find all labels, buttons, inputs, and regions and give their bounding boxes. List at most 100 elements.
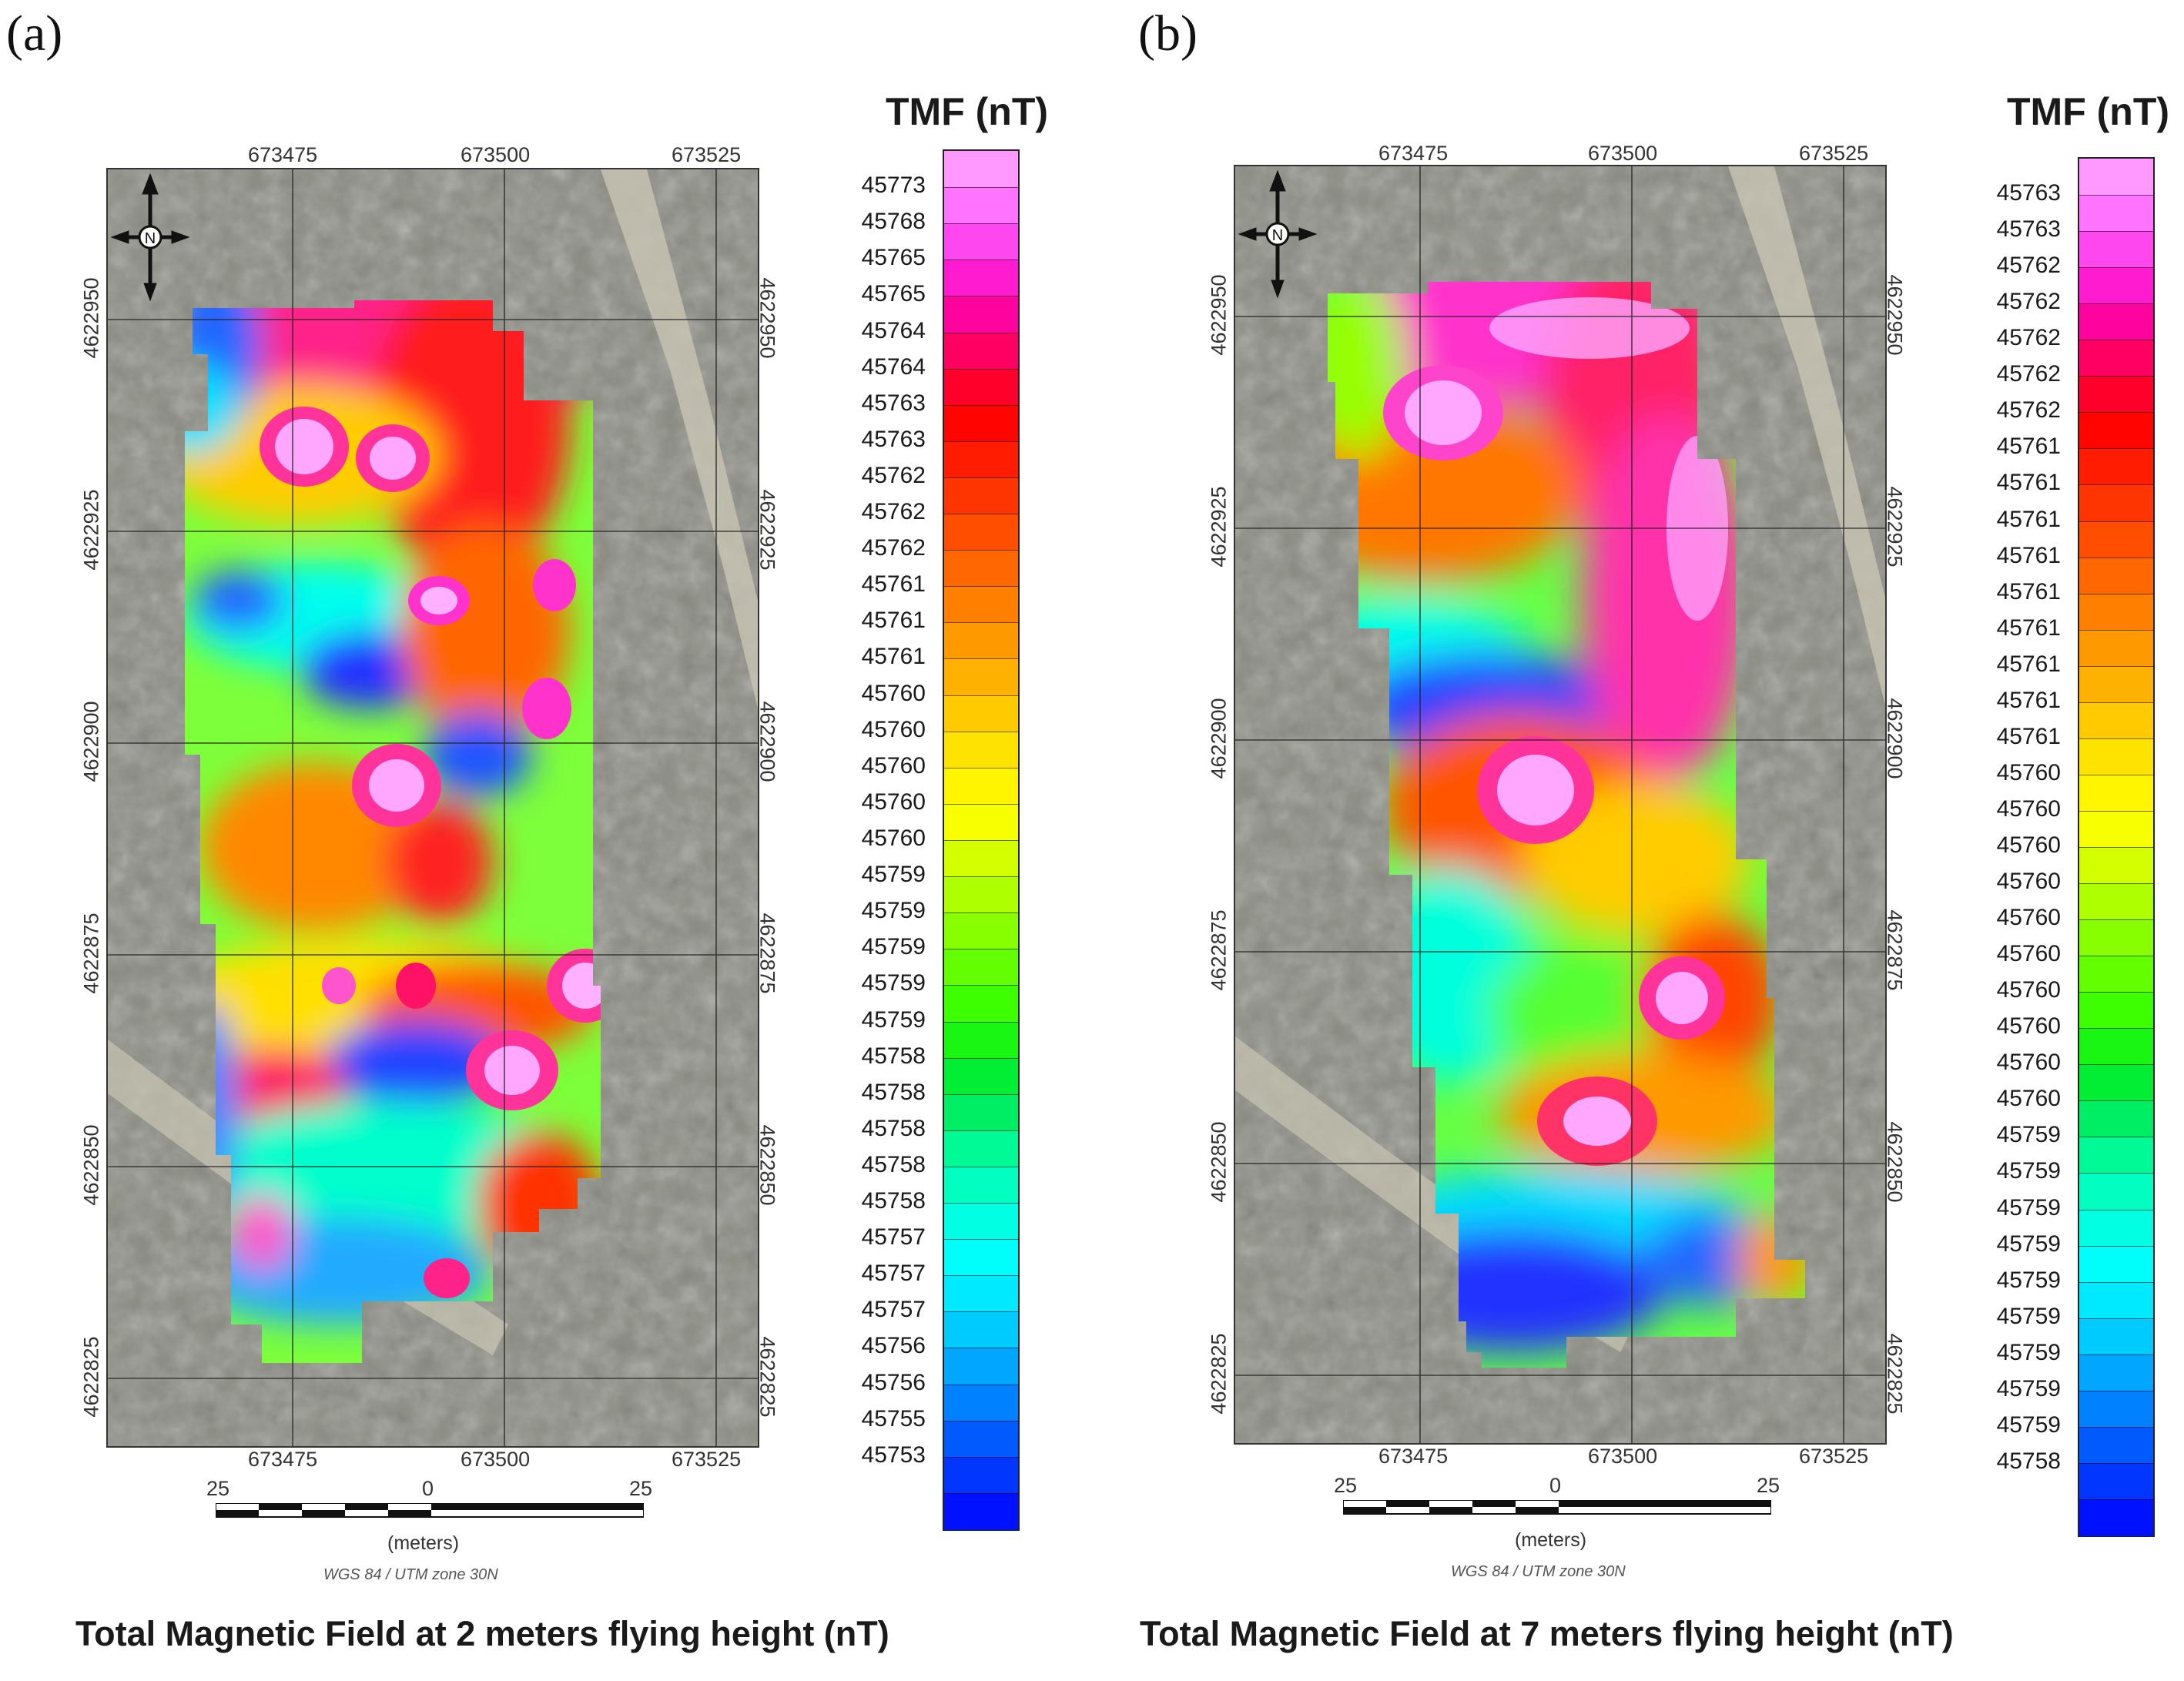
legend-label: 45759 (861, 898, 926, 924)
legend-swatch (944, 731, 1018, 769)
y-tick-left: 4622825 (79, 1336, 103, 1418)
legend-swatch (944, 514, 1018, 551)
x-tick-top: 673500 (1588, 142, 1658, 165)
legend-swatch (2079, 159, 2153, 196)
legend-label: 45759 (1996, 1231, 2061, 1257)
legend-label: 45757 (861, 1261, 926, 1287)
legend-label: 45757 (861, 1297, 926, 1323)
legend-swatch (944, 1166, 1018, 1204)
x-tick-bottom: 673525 (672, 1448, 742, 1471)
legend-label: 45761 (1996, 470, 2061, 496)
panel-letter: (b) (1138, 5, 1198, 62)
north-arrow-icon: N (1238, 169, 1318, 299)
svg-text:N: N (1272, 227, 1283, 244)
legend-label: 45764 (861, 317, 926, 343)
y-tick-left: 4622925 (79, 489, 103, 571)
legend-swatch (2079, 1245, 2153, 1283)
legend-label: 45765 (861, 281, 926, 307)
legend-swatch (944, 622, 1018, 660)
magnetic-map: N (1234, 165, 1887, 1445)
legend-label: 45760 (1996, 977, 2061, 1003)
legend-swatch (944, 1492, 1018, 1530)
legend-label: 45760 (1996, 1086, 2061, 1112)
legend-label: 45760 (861, 789, 926, 815)
legend-swatch (2079, 267, 2153, 305)
legend-swatch (944, 1093, 1018, 1131)
x-tick-top: 673500 (461, 143, 531, 166)
legend-label: 45761 (861, 644, 926, 670)
legend-label: 45760 (861, 825, 926, 851)
legend-swatch (944, 1456, 1018, 1494)
y-tick-left: 4622850 (1207, 1121, 1231, 1203)
y-tick-left: 4622850 (79, 1124, 103, 1206)
legend-swatch (2079, 521, 2153, 558)
legend-label: 45761 (1996, 542, 2061, 568)
scale-label: 25 (629, 1477, 653, 1500)
legend-swatch (944, 1203, 1018, 1241)
legend-title: TMF (nT) (2007, 90, 2170, 133)
legend-swatch (944, 912, 1018, 950)
y-tick-left: 4622925 (1207, 486, 1231, 568)
legend-swatch (2079, 1064, 2153, 1102)
legend-label: 45758 (861, 1151, 926, 1177)
legend-swatch (944, 1348, 1018, 1385)
legend-label: 45760 (861, 680, 926, 706)
legend-label: 45759 (1996, 1158, 2061, 1184)
x-tick-top: 673525 (1799, 142, 1869, 165)
legend-swatch (2079, 1173, 2153, 1211)
legend-title: TMF (nT) (886, 90, 1049, 133)
legend-label: 45763 (1996, 216, 2061, 243)
legend-label: 45773 (861, 172, 926, 199)
legend-swatch (944, 949, 1018, 986)
legend-label: 45758 (861, 1079, 926, 1105)
scale-bar (216, 1503, 644, 1518)
y-tick-right: 4622850 (755, 1124, 779, 1206)
legend-label: 45757 (861, 1224, 926, 1251)
legend-swatch (2079, 1462, 2153, 1500)
y-tick-right: 4622900 (1883, 698, 1907, 779)
legend-swatch (944, 767, 1018, 805)
legend-label: 45761 (1996, 614, 2061, 641)
legend-swatch (2079, 1354, 2153, 1391)
legend-label: 45753 (861, 1442, 926, 1468)
y-tick-right: 4622925 (1883, 486, 1907, 568)
legend-label: 45761 (861, 571, 926, 598)
legend-label: 45760 (1996, 1013, 2061, 1040)
legend-swatch (944, 368, 1018, 406)
legend-swatch (2079, 665, 2153, 703)
legend-swatch (2079, 376, 2153, 414)
legend-swatch (944, 1239, 1018, 1277)
figure-caption: Total Magnetic Field at 2 meters flying … (75, 1614, 889, 1653)
anomalies (260, 407, 601, 1298)
y-tick-right: 4622825 (755, 1336, 779, 1418)
legend-swatch (2079, 847, 2153, 885)
legend-label: 45760 (861, 752, 926, 779)
legend-label: 45759 (861, 934, 926, 960)
legend-swatch (944, 1130, 1018, 1167)
legend-label: 45758 (1996, 1448, 2061, 1474)
scale-bar (1343, 1500, 1771, 1515)
legend-swatch (944, 477, 1018, 515)
scale-label: 25 (206, 1477, 230, 1500)
legend-swatch (944, 1311, 1018, 1349)
legend-label: 45762 (861, 499, 926, 525)
legend-label: 45759 (1996, 1411, 2061, 1438)
legend-swatch (2079, 702, 2153, 739)
legend-swatch (2079, 774, 2153, 812)
legend-label: 45762 (1996, 325, 2061, 351)
legend-label: 45756 (861, 1369, 926, 1395)
legend-swatch (944, 1057, 1018, 1095)
panel-a: (a) 673475 673500 673525 (6, 5, 1049, 1653)
legend-swatch (944, 1275, 1018, 1313)
legend-label: 45760 (1996, 869, 2061, 895)
legend-swatch (944, 803, 1018, 841)
legend-swatch (2079, 1209, 2153, 1247)
x-tick-bottom: 673500 (1588, 1445, 1658, 1468)
legend-label: 45763 (1996, 180, 2061, 206)
legend-swatch (2079, 629, 2153, 667)
legend-label: 45758 (861, 1188, 926, 1214)
color-legend (943, 149, 1020, 1531)
legend-swatch (944, 586, 1018, 624)
legend-swatch (2079, 593, 2153, 631)
magnetic-map: N (106, 168, 759, 1448)
